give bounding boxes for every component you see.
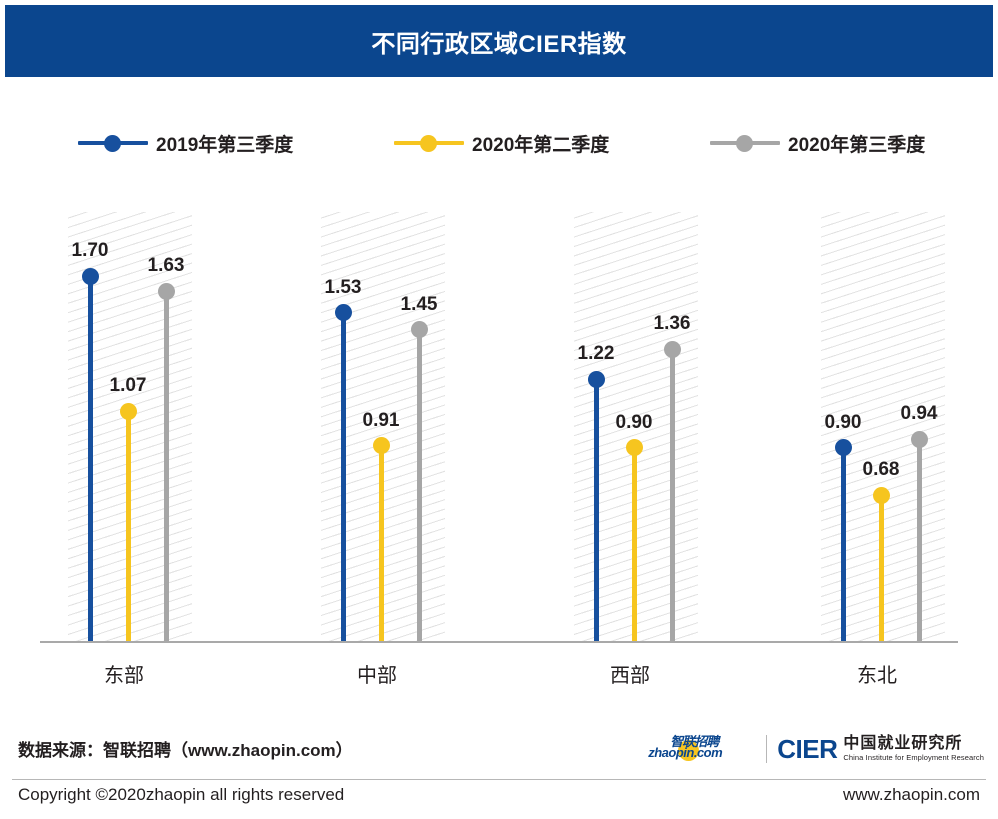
data-point-2-3[interactable] [910,430,928,448]
page-title: 不同行政区域CIER指数 [371,30,627,58]
logo-divider [766,735,768,763]
zhaopin-logo-cn: 智联招聘 [670,734,719,749]
stem-0-0 [87,276,93,641]
value-label-1-0: 1.07 [109,375,147,397]
data-point-0-2[interactable] [587,370,605,388]
legend-label-1: 2020年第二季度 [472,134,610,156]
cier-logo-cn: 中国就业研究所 [843,735,963,753]
value-label-0-3: 0.90 [824,411,862,433]
value-label-2-0: 1.63 [147,255,185,277]
data-point-2-0[interactable] [157,282,175,300]
data-point-2-2[interactable] [663,340,681,358]
value-label-2-1: 1.45 [400,293,438,315]
cier-logo-mark: CIER [777,733,838,764]
stem-1-0 [125,411,131,641]
value-label-1-2: 0.90 [615,411,653,433]
value-label-2-3: 0.94 [900,403,938,425]
legend-line-dot-icon [394,134,464,152]
copyright-text: Copyright ©2020zhaopin all rights reserv… [18,785,345,804]
value-label-0-0: 1.70 [71,240,109,262]
footer-divider [12,779,986,780]
cier-logo-icon: CIER 中国就业研究所 China Institute for Employm… [777,734,984,765]
zhaopin-logo-icon: 智联招聘 zhaopin.com [648,730,756,768]
stem-0-3 [840,447,846,641]
stem-2-3 [916,439,922,641]
data-point-1-1[interactable] [372,437,390,455]
data-point-1-2[interactable] [625,439,643,457]
x-axis-label-2: 西部 [610,665,650,687]
footer-url: www.zhaopin.com [842,785,980,804]
footer-logos: 智联招聘 zhaopin.com CIER 中国就业研究所 China Inst… [648,729,984,769]
x-axis-line [40,641,958,643]
value-label-0-2: 1.22 [577,343,615,365]
data-point-2-1[interactable] [410,321,428,339]
data-source-text: 数据来源：智联招聘（www.zhaopin.com） [18,741,353,760]
data-point-1-3[interactable] [872,486,890,504]
stem-0-2 [593,379,599,641]
chart-legend: 2019年第三季度 2020年第二季度 2020年第三季度 [0,122,998,164]
zhaopin-logo-en: zhaopin.com [648,745,723,760]
value-label-2-2: 1.36 [653,313,691,335]
value-label-1-1: 0.91 [362,409,400,431]
stem-0-1 [340,312,346,641]
legend-label-0: 2019年第三季度 [156,134,294,156]
x-axis-label-0: 东部 [104,665,144,687]
legend-item-0[interactable]: 2019年第三季度 [78,122,293,164]
chart-title-bar: 不同行政区域CIER指数 [5,5,993,77]
stem-2-2 [669,349,675,641]
value-label-0-1: 1.53 [324,276,362,298]
legend-line-dot-icon [78,134,148,152]
data-point-0-1[interactable] [334,304,352,322]
legend-label-2: 2020年第三季度 [788,134,926,156]
cier-logo-en: China Institute for Employment Research [843,752,984,762]
chart-plot-area: 1.70 1.53 1.22 0.90 1.07 0.91 0.90 0.68 1.63 1.45… [40,212,958,687]
legend-item-2[interactable]: 2020年第三季度 [710,122,925,164]
value-label-1-3: 0.68 [862,459,900,481]
data-point-0-3[interactable] [834,439,852,457]
legend-line-dot-icon [710,134,780,152]
stem-2-0 [163,291,169,641]
cier-logo-text: 中国就业研究所 China Institute for Employment R… [843,735,984,762]
stem-1-2 [631,447,637,641]
data-point-1-0[interactable] [119,402,137,420]
zhaopin-logo-circle [678,740,700,761]
stem-1-3 [878,495,884,641]
stem-2-1 [416,329,422,641]
x-axis-label-1: 中部 [357,665,397,687]
data-point-0-0[interactable] [81,267,99,285]
x-axis-label-3: 东北 [857,665,897,687]
stem-1-1 [378,445,384,641]
legend-item-1[interactable]: 2020年第二季度 [394,122,609,164]
